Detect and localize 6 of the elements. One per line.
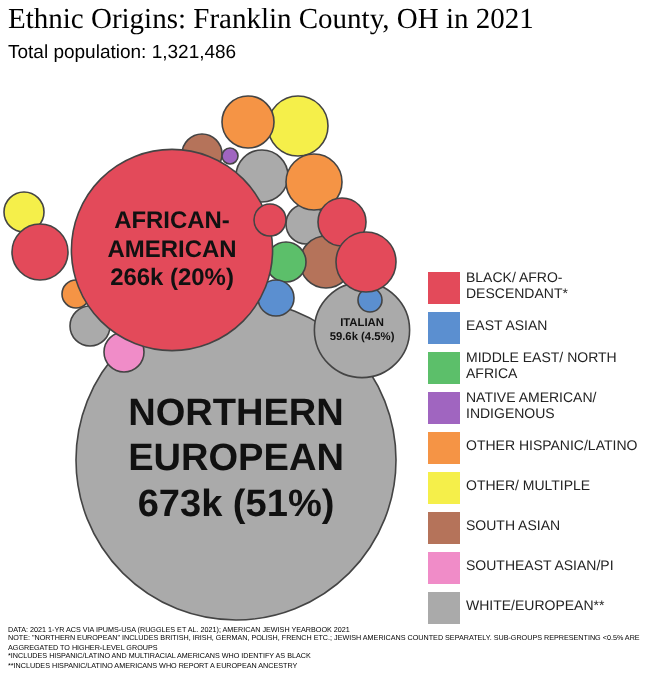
text: Total population: 1,321,486 <box>8 42 237 64</box>
text: Ethnic Origins: Franklin County, OH in 2021 <box>8 4 534 38</box>
data-label: 673k (51%) <box>137 484 335 527</box>
category-label: AFRICAN-AMERICAN <box>107 205 237 263</box>
category-label: NORTHERN EUROPEAN <box>128 392 344 481</box>
data-label: 266k (20%) <box>110 263 234 292</box>
